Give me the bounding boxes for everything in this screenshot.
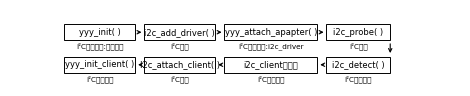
Text: yyy_attach_apapter( ): yyy_attach_apapter( ) <box>225 28 317 37</box>
Text: I²C设备驱动:i2c_driver: I²C设备驱动:i2c_driver <box>238 43 304 50</box>
Bar <box>144 57 215 73</box>
Bar <box>225 57 317 73</box>
Text: I²C核心: I²C核心 <box>171 43 189 50</box>
Text: i2c_add_driver( ): i2c_add_driver( ) <box>144 28 215 37</box>
Bar <box>64 57 135 73</box>
Bar <box>327 57 390 73</box>
Bar <box>64 24 135 40</box>
Text: I²C设备驱动:模块加载: I²C设备驱动:模块加载 <box>76 43 124 50</box>
Text: I2c_attach_client( ): I2c_attach_client( ) <box>140 60 220 69</box>
Bar <box>144 24 215 40</box>
Text: I²C核心: I²C核心 <box>349 43 368 50</box>
Text: I²C设备驱动: I²C设备驱动 <box>345 75 372 83</box>
Text: I²C设备驱动: I²C设备驱动 <box>86 75 113 83</box>
Bar <box>225 24 317 40</box>
Text: I²C设备驱动: I²C设备驱动 <box>257 75 285 83</box>
Bar <box>327 24 390 40</box>
Text: yyy_init_client( ): yyy_init_client( ) <box>65 60 134 69</box>
Text: i2c_detect( ): i2c_detect( ) <box>332 60 384 69</box>
Text: i2c_client初始化: i2c_client初始化 <box>243 60 298 69</box>
Text: yyy_init( ): yyy_init( ) <box>79 28 121 37</box>
Text: I²C核心: I²C核心 <box>171 75 189 83</box>
Text: i2c_probe( ): i2c_probe( ) <box>333 28 384 37</box>
